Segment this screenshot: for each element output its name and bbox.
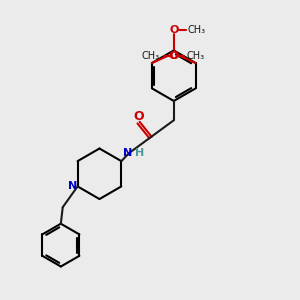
Text: H: H bbox=[135, 148, 144, 158]
Text: O: O bbox=[169, 51, 178, 61]
Text: O: O bbox=[169, 25, 178, 34]
Text: O: O bbox=[134, 110, 144, 123]
Text: CH₃: CH₃ bbox=[187, 51, 205, 61]
Text: CH₃: CH₃ bbox=[142, 51, 160, 61]
Text: CH₃: CH₃ bbox=[187, 25, 205, 34]
Text: N: N bbox=[123, 148, 132, 158]
Text: O: O bbox=[169, 51, 179, 61]
Text: N: N bbox=[68, 182, 77, 191]
